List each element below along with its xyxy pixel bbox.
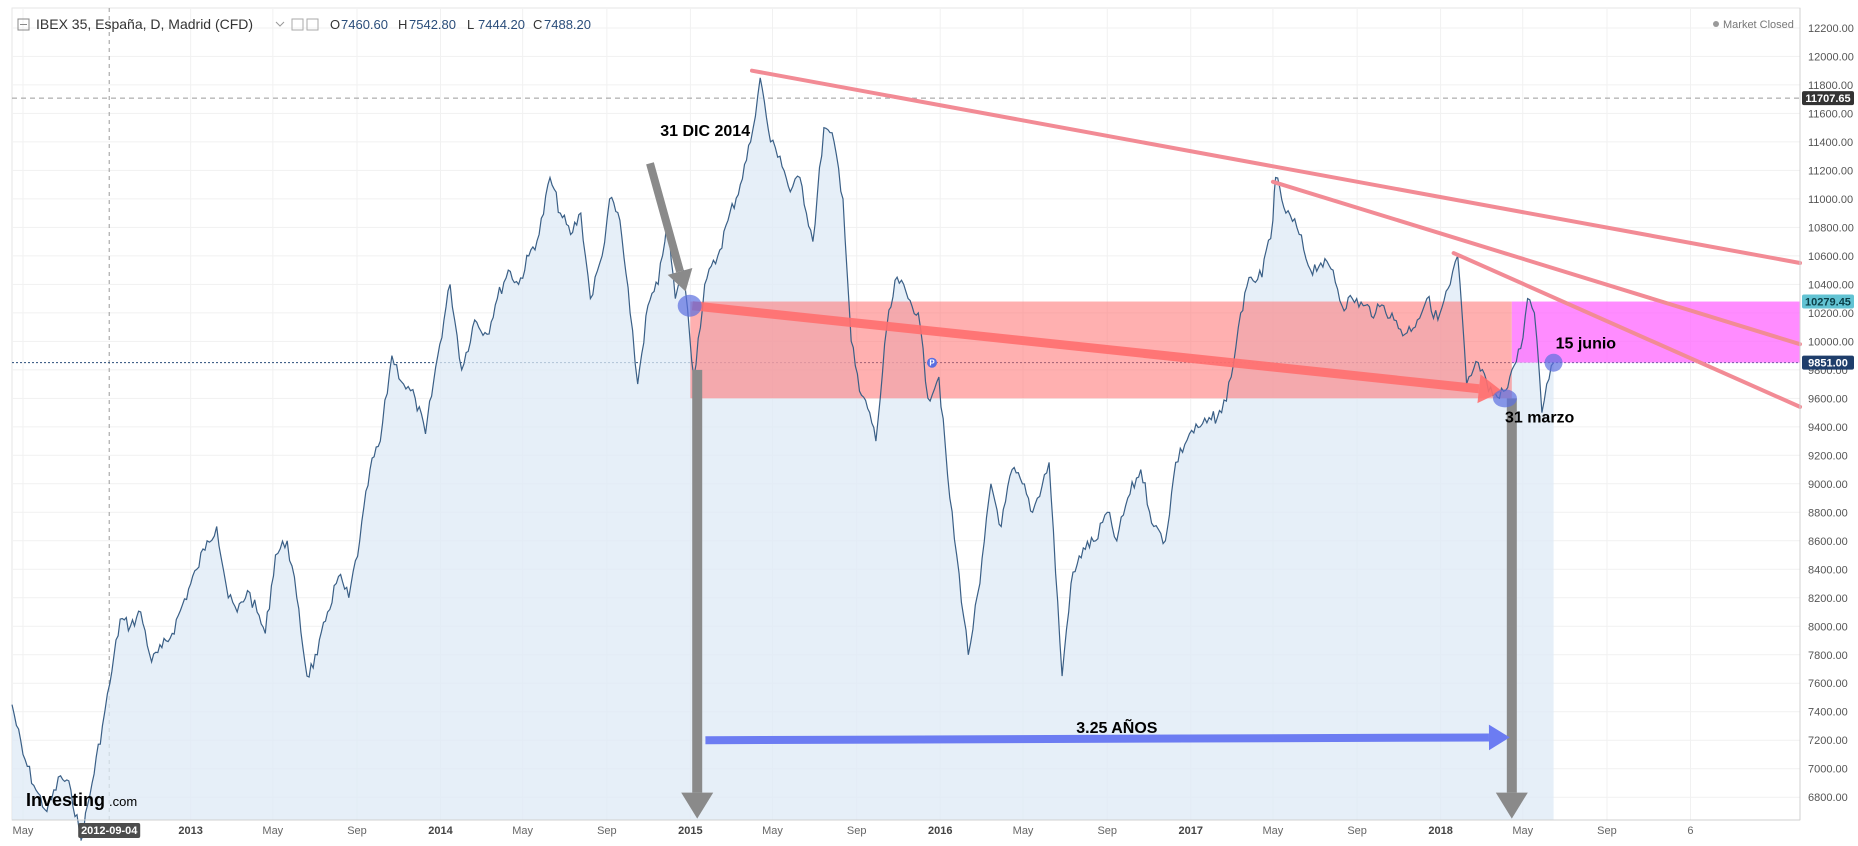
x-tick-label: 2017 [1179, 825, 1203, 837]
annotation-label-2: 15 junio [1556, 335, 1617, 352]
close-icon[interactable] [306, 18, 319, 31]
y-tick-label: 10400.00 [1808, 279, 1854, 291]
logo-text: Investing [26, 790, 105, 810]
x-tick-label: Sep [597, 825, 617, 837]
ohlc-high-label: H [398, 17, 407, 32]
y-tick-label: 8800.00 [1808, 507, 1848, 519]
y-tick-label: 12200.00 [1808, 23, 1854, 35]
breakout-zone[interactable] [1511, 301, 1800, 363]
y-tick-label: 9600.00 [1808, 393, 1848, 405]
x-tick-label: May [1013, 825, 1034, 837]
annotation-label-3: 31 marzo [1505, 410, 1575, 427]
settings-icon[interactable] [291, 18, 304, 31]
arrow-shaft-1 [646, 162, 684, 273]
y-tick-label: 7600.00 [1808, 678, 1848, 690]
x-tick-label: May [512, 825, 533, 837]
y-tick-label: 10800.00 [1808, 222, 1854, 234]
x-tick-label: 2018 [1428, 825, 1452, 837]
y-tick-label: 9200.00 [1808, 450, 1848, 462]
arrow-shaft-5 [705, 733, 1489, 745]
y-tick-label: 8600.00 [1808, 536, 1848, 548]
ohlc-open-label: O [330, 17, 340, 32]
collapse-icon[interactable] [17, 18, 30, 31]
point-marker-3[interactable] [1544, 353, 1563, 372]
y-tick-label: 7200.00 [1808, 735, 1848, 747]
chevron-down-icon[interactable] [275, 21, 285, 27]
trendline-1[interactable] [749, 68, 1802, 265]
ohlc-low-value: 7444.20 [478, 17, 525, 32]
point-marker-1[interactable] [677, 294, 702, 317]
x-tick-label: May [1512, 825, 1533, 837]
price-tag-bg [1802, 294, 1854, 309]
y-tick-label: 8000.00 [1808, 621, 1848, 633]
y-tick-label: 6800.00 [1808, 792, 1848, 804]
trendline-3[interactable] [1451, 251, 1802, 409]
ohlc-close-value: 7488.20 [544, 17, 591, 32]
price-tag-label: 9851.00 [1808, 358, 1848, 370]
point-marker-2[interactable] [1492, 389, 1517, 408]
y-tick-label: 11200.00 [1808, 165, 1853, 177]
ohlc-high-value: 7542.80 [409, 17, 456, 32]
event-marker-letter: P [929, 359, 935, 368]
x-tick-label: 2014 [428, 825, 453, 837]
y-tick-label: 8400.00 [1808, 564, 1848, 576]
y-tick-label: 10000.00 [1808, 336, 1854, 348]
market-status: Market Closed [1723, 19, 1794, 31]
annotation-label-1: 31 DIC 2014 [660, 123, 750, 140]
status-dot-icon [1713, 21, 1719, 27]
price-line-series[interactable] [11, 77, 1555, 842]
y-tick-label: 7000.00 [1808, 764, 1848, 776]
crosshair-date-bg [78, 823, 141, 838]
arrow-head-5 [1488, 724, 1510, 751]
x-tick-label: May [762, 825, 783, 837]
price-tag-label: 10279.45 [1805, 297, 1851, 309]
y-tick-label: 11400.00 [1808, 137, 1853, 149]
event-marker[interactable] [927, 357, 938, 368]
x-tick-label: Sep [347, 825, 367, 837]
y-tick-label: 11600.00 [1808, 108, 1853, 120]
price-tag-bg [1802, 355, 1854, 370]
x-tick-label: 6 [1687, 825, 1693, 837]
trendline-2[interactable] [1270, 179, 1802, 347]
y-tick-label: 9000.00 [1808, 479, 1848, 491]
symbol-title: IBEX 35, España, D, Madrid (CFD) [36, 16, 253, 32]
x-tick-label: Sep [847, 825, 867, 837]
crosshair-date-label: 2012-09-04 [81, 825, 138, 837]
y-tick-label: 12000.00 [1808, 51, 1854, 63]
ohlc-close-label: C [533, 17, 542, 32]
ohlc-open-value: 7460.60 [341, 17, 388, 32]
y-tick-label: 7800.00 [1808, 650, 1848, 662]
x-tick-label: 2016 [928, 825, 952, 837]
arrow-head-1 [667, 268, 693, 292]
x-tick-label: 2013 [178, 825, 202, 837]
y-tick-label: 10200.00 [1808, 308, 1854, 320]
x-tick-label: May [1263, 825, 1284, 837]
y-tick-label: 10600.00 [1808, 251, 1854, 263]
logo-suffix: .com [109, 794, 137, 809]
y-tick-label: 7400.00 [1808, 707, 1848, 719]
x-tick-label: May [13, 825, 34, 837]
x-tick-label: 2015 [678, 825, 702, 837]
arrow-head-4 [1495, 792, 1528, 819]
arrow-head-3 [681, 792, 714, 819]
arrow-shaft-2 [691, 301, 1480, 394]
y-tick-label: 11800.00 [1808, 80, 1853, 92]
annotation-label-4: 3.25 AÑOS [1076, 717, 1158, 737]
ohlc-low-label: L [467, 17, 474, 32]
y-tick-label: 11000.00 [1808, 194, 1853, 206]
x-tick-label: Sep [1347, 825, 1367, 837]
x-tick-label: Sep [1597, 825, 1617, 837]
x-tick-label: Sep [1097, 825, 1117, 837]
price-tag-bg [1802, 91, 1854, 106]
y-tick-label: 9400.00 [1808, 422, 1848, 434]
y-tick-label: 8200.00 [1808, 593, 1848, 605]
x-tick-label: May [262, 825, 283, 837]
price-tag-label: 11707.65 [1805, 93, 1850, 105]
price-area-fill [12, 77, 1554, 840]
arrow-head-2 [1477, 374, 1503, 404]
